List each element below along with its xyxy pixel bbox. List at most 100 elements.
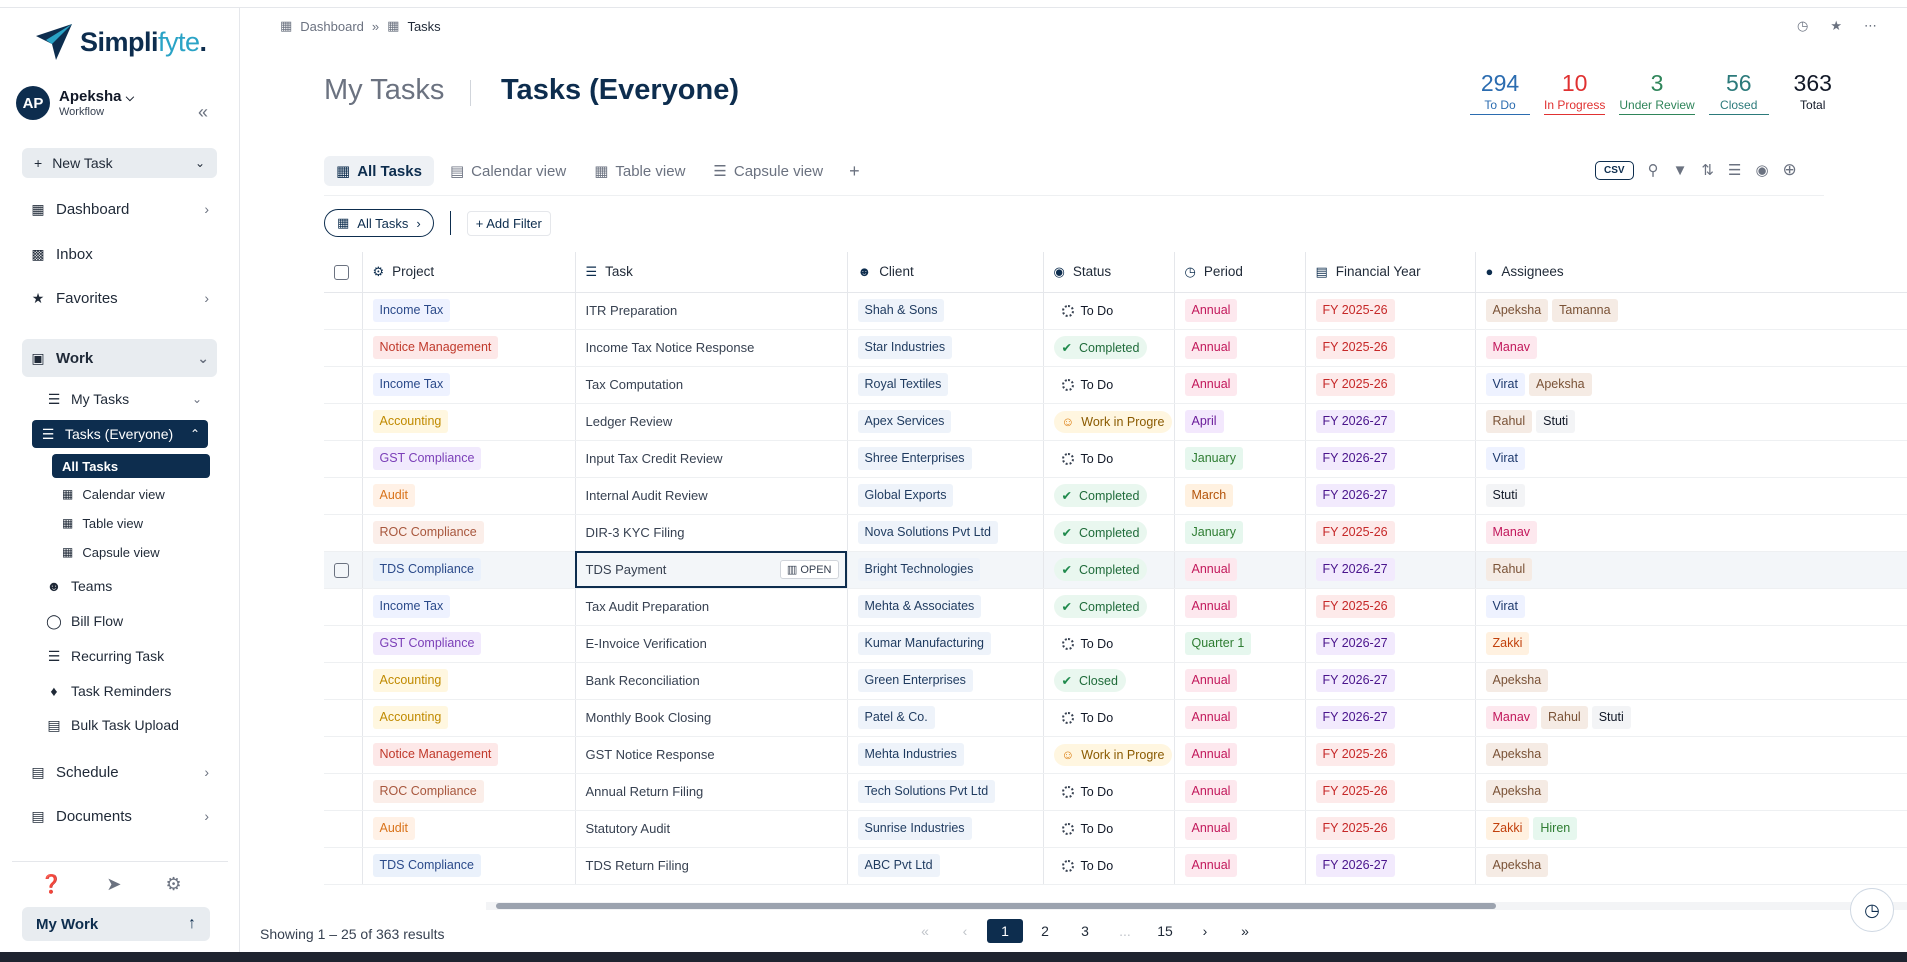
new-task-button[interactable]: + New Task ⌄ [22, 148, 217, 178]
row-checkbox[interactable] [334, 562, 349, 578]
project-cell[interactable]: Notice Management [362, 329, 576, 367]
table-row[interactable]: TDS Compliance TDS Return Filing ABC Pvt L… [324, 847, 1907, 885]
financial-year-cell[interactable]: FY 2025-26 [1305, 292, 1476, 330]
nav-calendar-view[interactable]: ▦ Calendar view [52, 482, 210, 506]
group-icon[interactable]: ☰ [1728, 162, 1742, 179]
period-cell[interactable]: Annual [1174, 662, 1306, 700]
project-cell[interactable]: Audit [362, 810, 576, 848]
add-circle-icon[interactable]: ⊕ [1782, 160, 1797, 179]
task-cell[interactable]: Monthly Book Closing [575, 699, 848, 737]
status-cell[interactable]: ✔ Closed [1043, 662, 1175, 700]
all-tasks-filter-pill[interactable]: ▦ All Tasks › [324, 209, 434, 237]
tab-table-view[interactable]: ▦ Table view [582, 156, 697, 186]
nav-task-reminders[interactable]: ♦ Task Reminders [38, 677, 210, 705]
task-cell[interactable]: Income Tax Notice Response [575, 329, 848, 367]
period-cell[interactable]: Annual [1174, 366, 1306, 404]
nav-recurring-task[interactable]: ☰ Recurring Task [38, 642, 210, 670]
tab-capsule-view[interactable]: ☰ Capsule view [701, 156, 835, 186]
financial-year-cell[interactable]: FY 2026-27 [1305, 625, 1476, 663]
page-button-2[interactable]: 2 [1041, 923, 1049, 939]
nav-documents[interactable]: ▤ Documents › [22, 799, 217, 833]
client-cell[interactable]: Shree Enterprises [847, 440, 1044, 478]
financial-year-cell[interactable]: FY 2025-26 [1305, 514, 1476, 552]
col-task[interactable]: ☰ Task [575, 252, 848, 293]
assignees-cell[interactable]: Zakki [1475, 625, 1907, 663]
project-cell[interactable]: Income Tax [362, 292, 576, 330]
table-row[interactable]: Notice Management Income Tax Notice Respo… [324, 329, 1907, 367]
client-cell[interactable]: Mehta & Associates [847, 588, 1044, 626]
more-icon[interactable]: ⋯ [1864, 18, 1877, 33]
status-cell[interactable]: To Do [1043, 625, 1175, 663]
task-cell[interactable]: Tax Audit Preparation [575, 588, 848, 626]
client-cell[interactable]: Global Exports [847, 477, 1044, 515]
stat-to-do[interactable]: 294 To Do [1470, 70, 1530, 115]
star-icon[interactable]: ★ [1830, 18, 1842, 33]
col-financial-year[interactable]: ▤ Financial Year [1305, 252, 1476, 293]
financial-year-cell[interactable]: FY 2026-27 [1305, 440, 1476, 478]
client-cell[interactable]: Patel & Co. [847, 699, 1044, 737]
client-cell[interactable]: Star Industries [847, 329, 1044, 367]
table-row[interactable]: TDS Compliance TDS Payment ▥ OPEN Bright Te… [324, 551, 1907, 589]
col-client[interactable]: ☻ Client [847, 252, 1044, 293]
period-cell[interactable]: Annual [1174, 773, 1306, 811]
filter-icon[interactable]: ▼ [1672, 161, 1688, 179]
period-cell[interactable]: Quarter 1 [1174, 625, 1306, 663]
eye-icon[interactable]: ◉ [1755, 162, 1769, 179]
table-row[interactable]: Income Tax ITR Preparation Shah & Sons To D… [324, 292, 1907, 330]
financial-year-cell[interactable]: FY 2025-26 [1305, 366, 1476, 404]
project-cell[interactable]: TDS Compliance [362, 847, 576, 885]
add-view-icon[interactable]: + [849, 160, 860, 181]
period-cell[interactable]: Annual [1174, 551, 1306, 589]
csv-export-button[interactable]: CSV [1595, 160, 1634, 180]
nav-bulk-task-upload[interactable]: ▤ Bulk Task Upload [38, 711, 210, 739]
project-cell[interactable]: GST Compliance [362, 625, 576, 663]
task-cell[interactable]: E-Invoice Verification [575, 625, 848, 663]
financial-year-cell[interactable]: FY 2026-27 [1305, 662, 1476, 700]
table-row[interactable]: Audit Internal Audit Review Global Exports… [324, 477, 1907, 515]
financial-year-cell[interactable]: FY 2025-26 [1305, 736, 1476, 774]
table-row[interactable]: Income Tax Tax Audit Preparation Mehta & A… [324, 588, 1907, 626]
col-assignees[interactable]: ● Assignees [1475, 252, 1907, 293]
project-cell[interactable]: ROC Compliance [362, 514, 576, 552]
stat-under-review[interactable]: 3 Under Review [1619, 70, 1695, 115]
history-icon[interactable]: ◷ [1797, 18, 1809, 33]
nav-dashboard[interactable]: ▦ Dashboard › [22, 192, 217, 226]
project-cell[interactable]: Income Tax [362, 366, 576, 404]
brand-logo[interactable]: Simplifyte. [34, 22, 207, 62]
collapse-sidebar-icon[interactable]: « [198, 102, 209, 122]
next-page-button[interactable]: › [1202, 923, 1208, 939]
client-cell[interactable]: Royal Textiles [847, 366, 1044, 404]
project-cell[interactable]: ROC Compliance [362, 773, 576, 811]
status-cell[interactable]: ✔ Completed [1043, 329, 1175, 367]
task-cell[interactable]: Internal Audit Review [575, 477, 848, 515]
nav-inbox[interactable]: ▩ Inbox [22, 237, 217, 271]
tab-title-my-tasks[interactable]: My Tasks [324, 74, 445, 106]
status-cell[interactable]: To Do [1043, 699, 1175, 737]
scrollbar-thumb[interactable] [496, 903, 1496, 909]
page-button-1[interactable]: 1 [987, 919, 1023, 943]
period-cell[interactable]: April [1174, 403, 1306, 441]
assignees-cell[interactable]: Apeksha [1475, 773, 1907, 811]
status-cell[interactable]: ✔ Completed [1043, 514, 1175, 552]
status-cell[interactable]: ☺ Work in Progre [1043, 403, 1175, 441]
assignees-cell[interactable]: Apeksha Tamanna [1475, 292, 1907, 330]
page-button-15[interactable]: 15 [1157, 923, 1173, 939]
stat-closed[interactable]: 56 Closed [1708, 70, 1769, 115]
project-cell[interactable]: Audit [362, 477, 576, 515]
project-cell[interactable]: Accounting [362, 403, 576, 441]
assignees-cell[interactable]: Manav [1475, 329, 1907, 367]
status-cell[interactable]: ✔ Completed [1043, 551, 1175, 589]
client-cell[interactable]: ABC Pvt Ltd [847, 847, 1044, 885]
task-cell[interactable]: GST Notice Response [575, 736, 848, 774]
history-float-button[interactable]: ◷ [1850, 888, 1894, 932]
status-cell[interactable]: To Do [1043, 810, 1175, 848]
period-cell[interactable]: Annual [1174, 329, 1306, 367]
table-row[interactable]: ROC Compliance DIR-3 KYC Filing Nova Solut… [324, 514, 1907, 552]
status-cell[interactable]: To Do [1043, 440, 1175, 478]
table-row[interactable]: Notice Management GST Notice Response Meht… [324, 736, 1907, 774]
user-switcher[interactable]: AP Apeksha ⌵ Workflow [16, 86, 134, 120]
assignees-cell[interactable]: Virat [1475, 588, 1907, 626]
table-row[interactable]: ROC Compliance Annual Return Filing Tech S… [324, 773, 1907, 811]
nav-favorites[interactable]: ★ Favorites › [22, 281, 217, 315]
task-cell[interactable]: Ledger Review [575, 403, 848, 441]
